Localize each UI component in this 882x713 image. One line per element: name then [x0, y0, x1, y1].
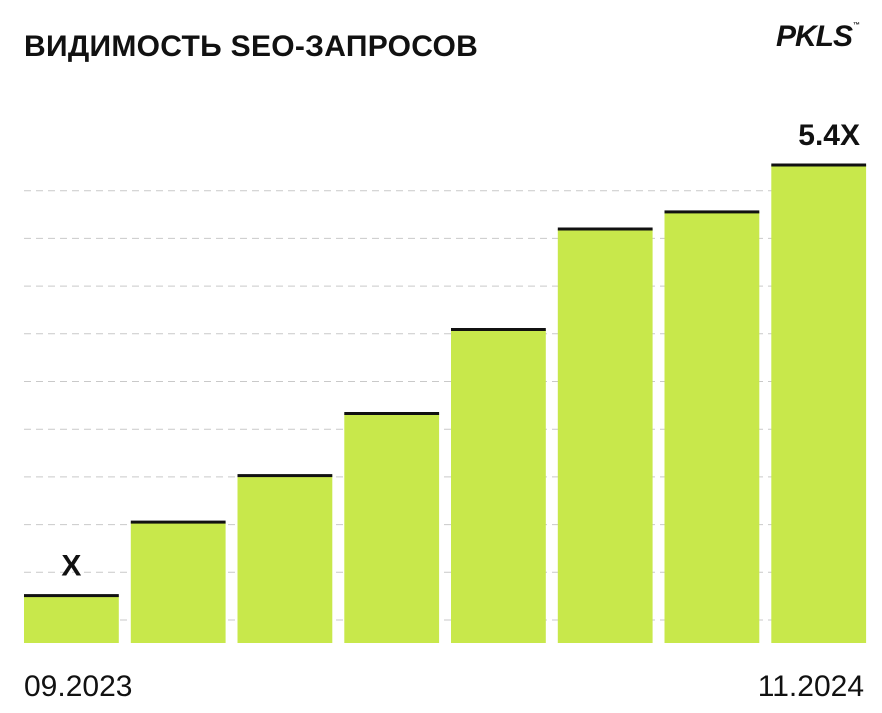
bar — [344, 413, 440, 643]
chart-title: ВИДИМОСТЬ SEO-ЗАПРОСОВ — [24, 30, 479, 63]
x-axis-end-label: 11.2024 — [757, 670, 864, 703]
bar — [664, 211, 760, 643]
bar-top-line — [344, 412, 440, 415]
bar-top-line — [237, 474, 333, 478]
bar — [451, 329, 546, 643]
bar — [557, 229, 653, 643]
bar-top-line — [24, 594, 119, 598]
bars — [24, 163, 867, 643]
brand-logo: PKLS™ — [776, 20, 860, 54]
data-label: X — [61, 550, 81, 583]
bar — [237, 475, 333, 643]
bar — [24, 595, 119, 643]
bar-top-line — [771, 163, 867, 167]
bar-top-line — [451, 328, 546, 331]
bar-top-line — [664, 210, 760, 214]
data-label: 5.4X — [798, 119, 860, 152]
bar — [771, 165, 867, 643]
bar — [130, 522, 226, 643]
bar-top-line — [130, 520, 226, 524]
bar-top-line — [557, 227, 653, 231]
trademark-mark: ™ — [853, 22, 861, 29]
x-axis-start-label: 09.2023 — [24, 670, 133, 703]
data-labels: X 5.4X — [61, 119, 860, 583]
brand-logo-text: PKLS — [776, 20, 853, 53]
